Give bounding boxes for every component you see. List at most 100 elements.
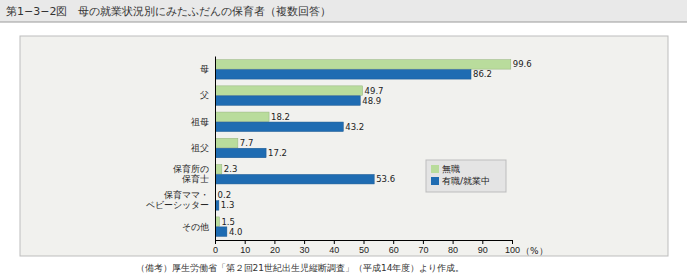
y-tick-label-line: 保育所の [173, 164, 209, 174]
data-label: 18.2 [271, 112, 290, 122]
y-tick-label-line: 保育士 [182, 174, 209, 184]
title: 第1−3−2図 母の就業状況別にみたふだんの保育者（複数回答） [6, 5, 331, 18]
x-tick-mark [453, 240, 454, 244]
y-tick-label: 保育ママ・ベビーシッター [146, 190, 209, 210]
y-tick-label: 父 [200, 90, 209, 100]
x-tick-label: 20 [270, 245, 280, 255]
x-tick: 80 [448, 240, 458, 255]
title-rule [0, 22, 687, 23]
x-tick-label: 0 [213, 245, 218, 255]
data-label: 17.2 [268, 148, 287, 158]
x-tick-label: 100 [505, 245, 520, 255]
legend: 無職有職/就業中 [426, 160, 506, 192]
legend-label: 有職/就業中 [442, 176, 490, 186]
x-tick: 10 [240, 240, 250, 255]
legend-swatch [431, 177, 439, 185]
x-tick: 90 [478, 240, 488, 255]
x-tick: 50 [359, 240, 369, 255]
legend-label: 無職 [442, 164, 460, 174]
bar [215, 174, 374, 183]
data-label: 2.3 [224, 164, 238, 174]
x-tick-mark [482, 240, 483, 244]
y-tick-label-line: その他 [182, 222, 209, 232]
x-tick-label: 30 [300, 245, 310, 255]
x-tick: 20 [270, 240, 280, 255]
y-tick: 保育ママ・ベビーシッター [146, 190, 209, 210]
x-tick-mark [334, 240, 335, 244]
data-label: 43.2 [345, 122, 364, 132]
y-tick: 祖母 [191, 117, 209, 127]
x-tick-label: 50 [359, 245, 369, 255]
x-tick: 30 [300, 240, 310, 255]
bar [215, 96, 360, 105]
chart: 第1−3−2図 母の就業状況別にみたふだんの保育者（複数回答） 99.6 49.7 1… [0, 0, 687, 280]
y-tick-label-line: ベビーシッター [146, 200, 209, 210]
bar [215, 122, 343, 131]
bar [215, 112, 269, 121]
x-tick-mark [304, 240, 305, 244]
y-tick: 保育所の保育士 [173, 164, 209, 184]
x-tick-label: 60 [389, 245, 399, 255]
legend-box [426, 160, 506, 192]
x-tick-mark [274, 240, 275, 244]
panel [20, 36, 668, 256]
data-label: 1.5 [221, 217, 235, 227]
x-tick-label: 90 [478, 245, 488, 255]
data-labels: 99.6 49.7 18.2 7.7 2.3 0.2 1.5 86.2 48.9 43.2 17.2… [218, 59, 532, 236]
x-axis-line [216, 241, 513, 245]
y-tick-label: その他 [182, 222, 209, 232]
bar [215, 148, 266, 157]
x-tick-mark [245, 240, 246, 244]
data-label: 48.9 [362, 96, 381, 106]
bar [215, 86, 363, 95]
y-tick-label-line: 祖母 [191, 117, 209, 127]
x-tick-mark [393, 240, 394, 244]
x-tick-label: 40 [329, 245, 339, 255]
x-tick-label: 70 [418, 245, 428, 255]
series [215, 60, 511, 227]
y-tick: その他 [182, 222, 209, 232]
x-tick: 0 [213, 240, 218, 255]
y-tick-label: 母 [200, 64, 209, 74]
x-tick-mark [364, 240, 365, 244]
data-label: 7.7 [240, 138, 254, 148]
x-tick-mark [423, 240, 424, 244]
x-tick: 40 [329, 240, 339, 255]
data-label: 4.0 [229, 227, 243, 237]
y-tick-label-line: 保育ママ・ [164, 190, 209, 200]
y-tick: 祖父 [191, 143, 209, 153]
x-axis: 0 10 20 30 40 50 60 70 80 90 100 [213, 240, 520, 255]
y-tick-label: 祖父 [191, 143, 209, 153]
bar [215, 164, 222, 173]
x-tick-label: 10 [240, 245, 250, 255]
bars [215, 60, 511, 237]
data-label: 86.2 [473, 69, 492, 79]
data-label: 1.3 [221, 200, 235, 210]
x-tick: 100 [505, 240, 520, 255]
x-tick: 60 [389, 240, 399, 255]
y-tick-label: 祖母 [191, 117, 209, 127]
data-label: 49.7 [365, 86, 384, 96]
y-tick-label-line: 父 [200, 90, 209, 100]
y-tick-label: 保育所の保育士 [173, 164, 209, 184]
data-label: 99.6 [513, 59, 532, 69]
title-background [0, 0, 687, 22]
data-label: 53.6 [376, 174, 395, 184]
data-label: 0.2 [218, 190, 232, 200]
x-tick-label: 80 [448, 245, 458, 255]
x-axis-title: （%） [521, 246, 548, 256]
y-tick-label-line: 祖父 [191, 143, 209, 153]
series [215, 70, 471, 237]
y-tick-label-line: 母 [200, 64, 209, 74]
bar [215, 227, 227, 236]
x-tick-mark [512, 240, 513, 244]
bar [215, 138, 238, 147]
y-tick: 母 [200, 64, 209, 74]
legend-swatch [431, 165, 439, 173]
x-tick-mark [215, 240, 216, 244]
y-tick: 父 [200, 90, 209, 100]
y-axis-line [215, 57, 216, 241]
x-tick: 70 [418, 240, 428, 255]
source: （備考）厚生労働省「第２回21世紀出生児縦断調査」（平成14年度）より作成。 [136, 263, 465, 273]
bar [215, 70, 471, 79]
